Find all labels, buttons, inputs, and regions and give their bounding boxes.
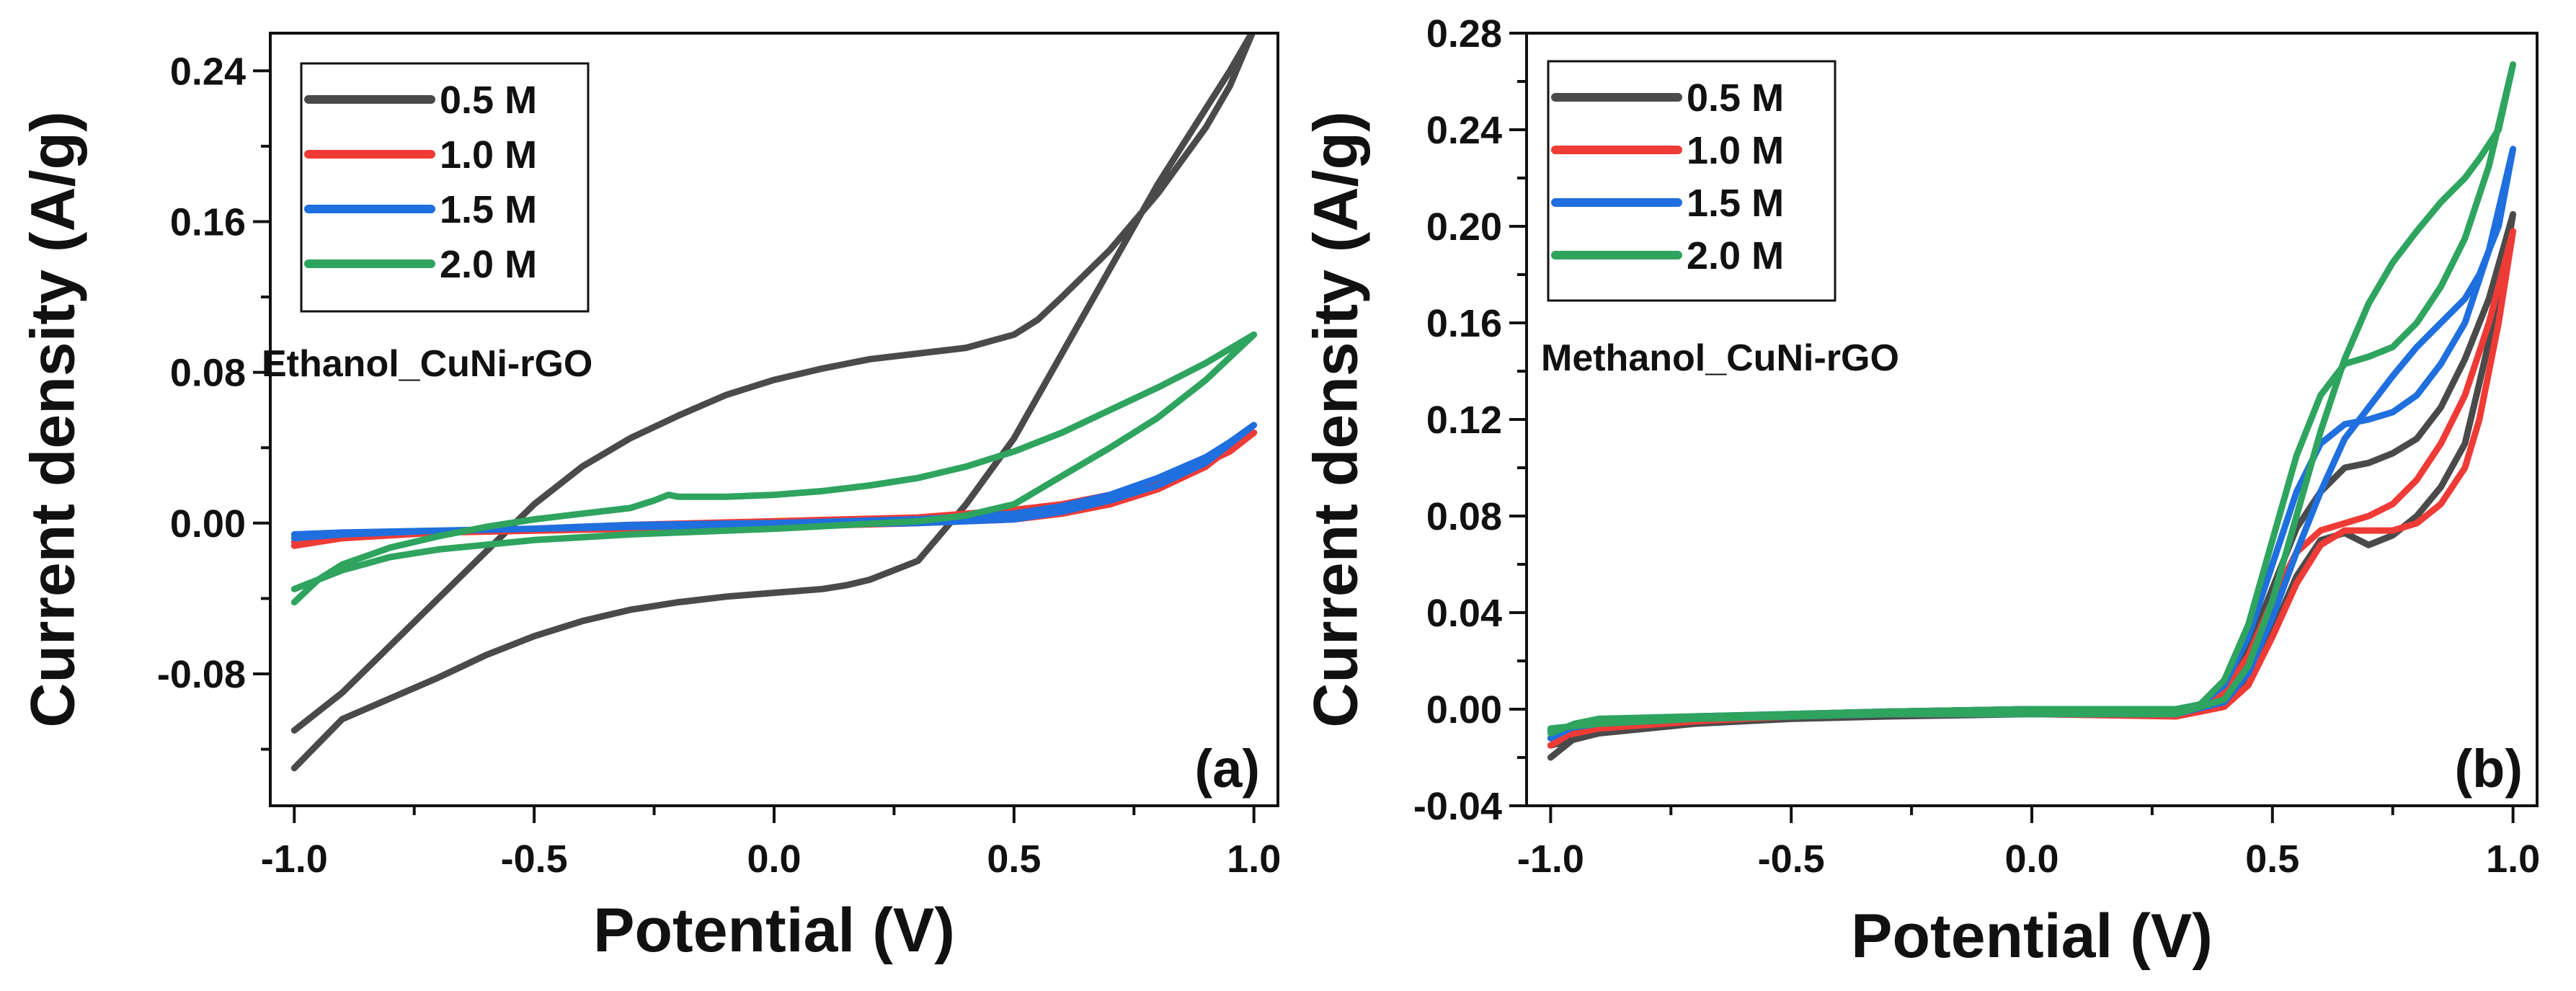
series-line-20 — [1547, 61, 2517, 737]
panel-a: -1.0 -0.5 0.0 0.5 1.0 -0.08 0.00 0.08 0.16 0.24 Po… — [19, 32, 1281, 965]
x-tick-label: -1.0 — [1517, 837, 1584, 881]
y-tick-label: 0.04 — [1426, 592, 1502, 635]
sample-annotation: Methanol_CuNi-rGO — [1541, 337, 1899, 379]
x-tick-label: -0.5 — [501, 837, 568, 881]
y-tick-label: 0.20 — [1426, 205, 1502, 249]
y-tick-label: -0.04 — [1413, 785, 1502, 828]
legend-box — [300, 62, 590, 313]
panel-b: -1.0 -0.5 0.0 0.5 1.0 -0.04 0.00 0.04 0.08 0.12 0.… — [1302, 12, 2540, 971]
y-tick-label: 0.00 — [1426, 688, 1502, 732]
legend-label: 1.0 M — [1687, 129, 1784, 172]
panel-label: (a) — [1195, 739, 1260, 799]
legend: 0.5 M 1.0 M 1.5 M 2.0 M — [300, 62, 590, 313]
y-tick-label: -0.08 — [157, 653, 246, 696]
legend-label: 2.0 M — [440, 243, 537, 286]
y-tick-label: 0.24 — [170, 50, 246, 93]
series-line-20 — [290, 331, 1258, 606]
panel-label: (b) — [2455, 739, 2523, 799]
series-group — [1547, 61, 2517, 761]
x-axis-title: Potential (V) — [1851, 902, 2213, 971]
y-axis-title: Current density (A/g) — [1302, 111, 1371, 727]
y-tick-label: 0.08 — [1426, 495, 1502, 538]
x-tick-label: 0.0 — [2004, 837, 2058, 881]
x-tick-label: 0.5 — [2245, 837, 2299, 881]
x-tick-label: 1.0 — [2486, 837, 2540, 881]
y-tick-label: 0.16 — [170, 200, 246, 244]
legend-label: 0.5 M — [1687, 76, 1784, 120]
x-tick-label: 0.0 — [747, 837, 801, 881]
y-tick-label: 0.08 — [170, 352, 246, 395]
legend-label: 0.5 M — [440, 79, 537, 122]
x-tick-label: -1.0 — [261, 837, 328, 881]
x-tick-label: -0.5 — [1758, 837, 1825, 881]
legend-label: 1.0 M — [440, 133, 537, 177]
sample-annotation: Ethanol_CuNi-rGO — [262, 343, 592, 385]
y-tick-label: 0.28 — [1426, 12, 1502, 55]
y-tick-label: 0.24 — [1426, 109, 1502, 152]
y-tick-label: 0.16 — [1426, 302, 1502, 345]
legend: 0.5 M 1.0 M 1.5 M 2.0 M — [1547, 60, 1836, 302]
legend-label: 2.0 M — [1687, 234, 1784, 277]
series-line-15 — [290, 422, 1258, 542]
legend-label: 1.5 M — [1687, 182, 1784, 225]
series-line-05 — [290, 33, 1256, 772]
x-tick-label: 1.0 — [1227, 837, 1281, 881]
y-tick-label: 0.12 — [1426, 399, 1502, 442]
series-group — [290, 33, 1258, 772]
y-axis-title: Current density (A/g) — [19, 111, 88, 727]
x-tick-label: 0.5 — [987, 837, 1041, 881]
legend-label: 1.5 M — [440, 188, 537, 231]
y-tick-label: 0.00 — [170, 502, 246, 546]
x-axis-title: Potential (V) — [593, 896, 955, 965]
